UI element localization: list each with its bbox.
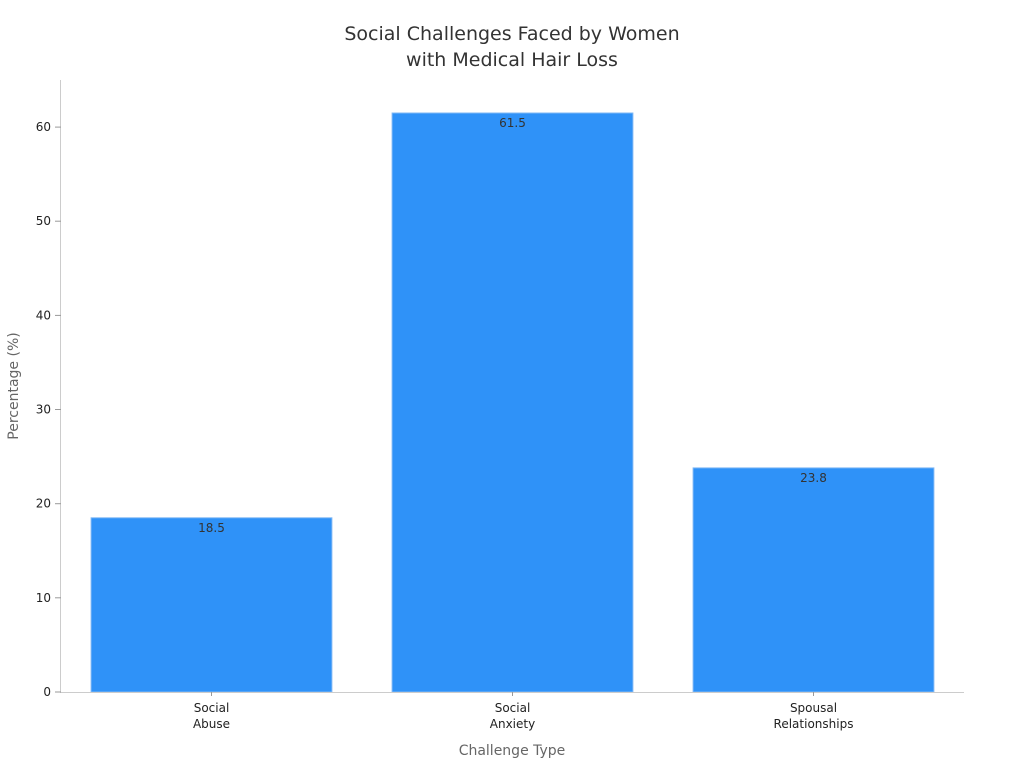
x-axis-ticks: Social Abuse Social Anxiety Spousal Relations… <box>193 692 854 731</box>
y-axis-title: Percentage (%) <box>6 332 22 439</box>
y-tick-label-3: 30 <box>36 403 51 417</box>
y-axis-ticks: 0 10 20 30 40 50 60 <box>36 120 61 699</box>
data-label-1: 61.5 <box>499 116 526 130</box>
x-tick-label-0-line-1: Abuse <box>193 717 230 731</box>
data-labels-group: 18.5 61.5 23.8 <box>198 116 827 535</box>
chart-title: Social Challenges Faced by Women with Me… <box>344 23 679 71</box>
y-tick-label-0: 0 <box>43 685 51 699</box>
data-label-0: 18.5 <box>198 521 225 535</box>
bar-1 <box>391 112 634 693</box>
y-tick-label-2: 20 <box>36 497 51 511</box>
bars-group <box>90 112 935 693</box>
y-tick-label-4: 40 <box>36 308 51 322</box>
y-tick-label-5: 50 <box>36 214 51 228</box>
x-tick-label-0-line-0: Social <box>194 701 230 715</box>
x-tick-label-1-line-0: Social <box>495 701 531 715</box>
bar-2 <box>692 467 935 693</box>
bar-0 <box>90 517 333 693</box>
chart-title-line-2: with Medical Hair Loss <box>406 49 618 71</box>
data-label-2: 23.8 <box>800 471 827 485</box>
chart-title-line-1: Social Challenges Faced by Women <box>344 23 679 45</box>
x-tick-label-2-line-0: Spousal <box>790 701 837 715</box>
y-tick-label-6: 60 <box>36 120 51 134</box>
x-tick-label-1-line-1: Anxiety <box>490 717 535 731</box>
x-axis-title: Challenge Type <box>459 743 566 759</box>
x-tick-label-2-line-1: Relationships <box>774 717 854 731</box>
y-tick-label-1: 10 <box>36 591 51 605</box>
